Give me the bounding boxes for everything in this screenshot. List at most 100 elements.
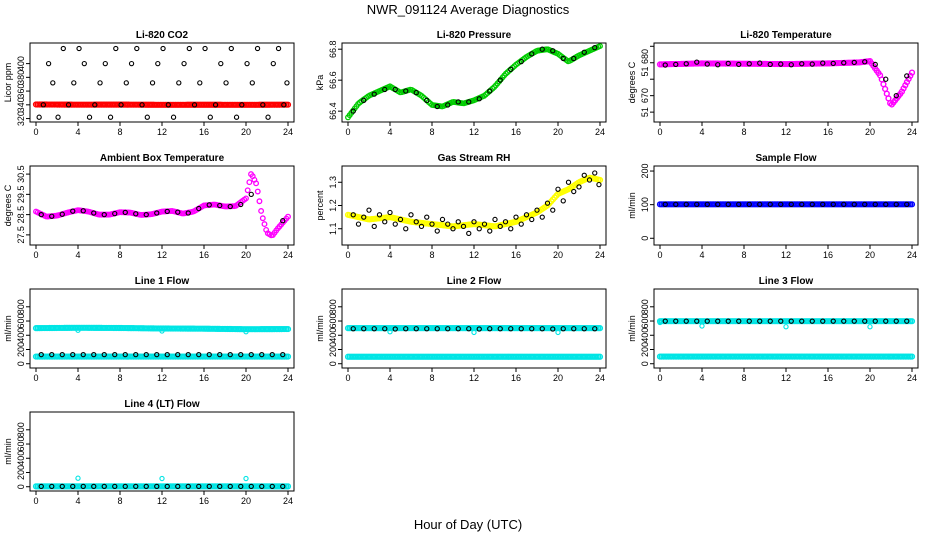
series-hourly-point bbox=[830, 318, 836, 324]
y-tick-label: 0 bbox=[640, 236, 650, 241]
y-tick-label: 400 bbox=[328, 328, 338, 343]
series-hourly-point bbox=[91, 483, 97, 490]
series-hourly-point bbox=[55, 114, 61, 120]
series-hourly-point bbox=[715, 201, 721, 207]
series-hourly-point bbox=[476, 96, 482, 102]
series-hourly-point bbox=[133, 211, 139, 217]
series-hourly-point bbox=[434, 228, 440, 234]
series-hourly-point bbox=[513, 214, 519, 220]
series-hourly-point bbox=[555, 186, 561, 192]
x-tick-label: 24 bbox=[595, 250, 605, 260]
series-hourly-point bbox=[101, 351, 107, 358]
x-tick-label: 8 bbox=[117, 496, 122, 506]
y-axis-label: ml/min bbox=[315, 315, 325, 342]
series-hourly-point bbox=[382, 86, 388, 93]
series-hourly-point bbox=[757, 201, 763, 207]
panel-data-area bbox=[32, 324, 292, 360]
y-tick-label: 1.1 bbox=[328, 222, 338, 235]
panel-data-area bbox=[32, 45, 292, 120]
series-hourly-point bbox=[164, 208, 170, 215]
series-hourly-point bbox=[434, 326, 440, 332]
series-hourly-point bbox=[403, 226, 409, 232]
chart-panel-3: Li-820 Temperature 0 4 8 12 16 20 24 51 670 51 680… bbox=[627, 30, 919, 137]
x-tick-label: 16 bbox=[823, 127, 833, 137]
series-hourly-point bbox=[460, 223, 467, 230]
series-hourly-point bbox=[746, 201, 752, 207]
series-hourly-point bbox=[662, 318, 668, 324]
series-hourly-point bbox=[228, 45, 234, 52]
series-hourly-point bbox=[662, 201, 668, 207]
series-hourly-point bbox=[581, 49, 587, 55]
series-hourly-point bbox=[70, 208, 76, 214]
y-axis-label: ml/min bbox=[3, 438, 13, 465]
series-hourly-point bbox=[767, 201, 773, 207]
series-hourly-point bbox=[350, 108, 356, 114]
series-hourly-point bbox=[38, 351, 44, 358]
series-hourly-point bbox=[851, 318, 857, 324]
series-hourly-point bbox=[694, 201, 700, 207]
series-hourly-point bbox=[820, 60, 826, 66]
figure-x-axis-label: Hour of Day (UTC) bbox=[413, 517, 523, 532]
x-tick-label: 4 bbox=[387, 373, 392, 383]
panel-title: Li-820 Temperature bbox=[740, 30, 832, 41]
series-hourly-point bbox=[122, 209, 128, 216]
series-hourly-point bbox=[508, 226, 514, 232]
series-hourly-point bbox=[248, 191, 254, 198]
x-tick-label: 16 bbox=[199, 496, 209, 506]
panel-title: Ambient Box Temperature bbox=[100, 153, 225, 164]
series-minute-marker bbox=[256, 198, 263, 205]
series-hourly-point bbox=[586, 177, 593, 183]
series-minute-marker bbox=[261, 221, 268, 228]
x-tick-label: 4 bbox=[75, 127, 80, 137]
chart-panel-8: Line 2 Flow 0 4 8 12 16 20 24 0 200400600800ml/mi… bbox=[315, 276, 607, 383]
x-tick-label: 12 bbox=[157, 250, 167, 260]
series-hourly-point bbox=[788, 201, 794, 207]
series-hourly-point bbox=[80, 208, 86, 214]
y-axis-label: degrees C bbox=[3, 184, 13, 226]
series-minute-marker bbox=[597, 43, 603, 50]
series-hourly-point bbox=[249, 80, 255, 86]
series-hourly-point bbox=[238, 201, 244, 208]
series-hourly-point bbox=[392, 221, 398, 227]
series-hourly-point bbox=[872, 318, 878, 324]
y-tick-label: 27.5 bbox=[16, 226, 26, 244]
y-tick-label: 670 bbox=[640, 88, 650, 103]
y-tick-label: 600 bbox=[16, 437, 26, 452]
series-hourly-point bbox=[280, 351, 286, 358]
series-hourly-point bbox=[392, 326, 398, 332]
series-hourly-point bbox=[487, 228, 493, 234]
x-tick-label: 4 bbox=[387, 127, 392, 137]
series-hourly-point bbox=[206, 351, 212, 358]
series-hourly-point bbox=[403, 326, 409, 332]
series-hourly-point bbox=[65, 102, 72, 108]
x-tick-label: 16 bbox=[511, 127, 521, 137]
series-hourly-point bbox=[904, 318, 910, 324]
y-tick-label: 1.2 bbox=[328, 199, 338, 212]
x-tick-label: 0 bbox=[657, 250, 662, 260]
series-hourly-point bbox=[799, 61, 805, 67]
series-hourly-point bbox=[49, 351, 55, 358]
y-tick-label: 0 bbox=[16, 361, 26, 366]
x-tick-label: 20 bbox=[553, 127, 563, 137]
series-hourly-point bbox=[185, 351, 191, 358]
panel-data-area bbox=[344, 325, 604, 360]
chart-panel-9: Line 3 Flow 0 4 8 12 16 20 24 0 200400600800ml/mi… bbox=[627, 276, 919, 383]
series-hourly-point bbox=[361, 97, 367, 103]
series-hourly-point bbox=[112, 483, 118, 490]
y-tick-label: 400 bbox=[16, 328, 26, 343]
series-hourly-point bbox=[97, 80, 103, 86]
x-tick-label: 20 bbox=[241, 250, 251, 260]
series-hourly-point bbox=[181, 60, 187, 67]
series-hourly-point bbox=[361, 326, 367, 332]
series-hourly-point bbox=[70, 351, 76, 358]
series-hourly-point bbox=[227, 483, 233, 490]
y-tick-label: 66.6 bbox=[328, 71, 338, 89]
series-hourly-point bbox=[175, 209, 181, 215]
chart-panel-6: Sample Flow 0 4 8 12 16 20 24 0 100 200 ml/min bbox=[627, 153, 919, 260]
series-hourly-point bbox=[275, 45, 282, 52]
series-hourly-point bbox=[539, 46, 545, 52]
series-hourly-point bbox=[565, 179, 572, 185]
series-spikes-point bbox=[159, 328, 165, 334]
series-hourly-point bbox=[862, 318, 868, 324]
series-hourly-point bbox=[757, 60, 763, 66]
